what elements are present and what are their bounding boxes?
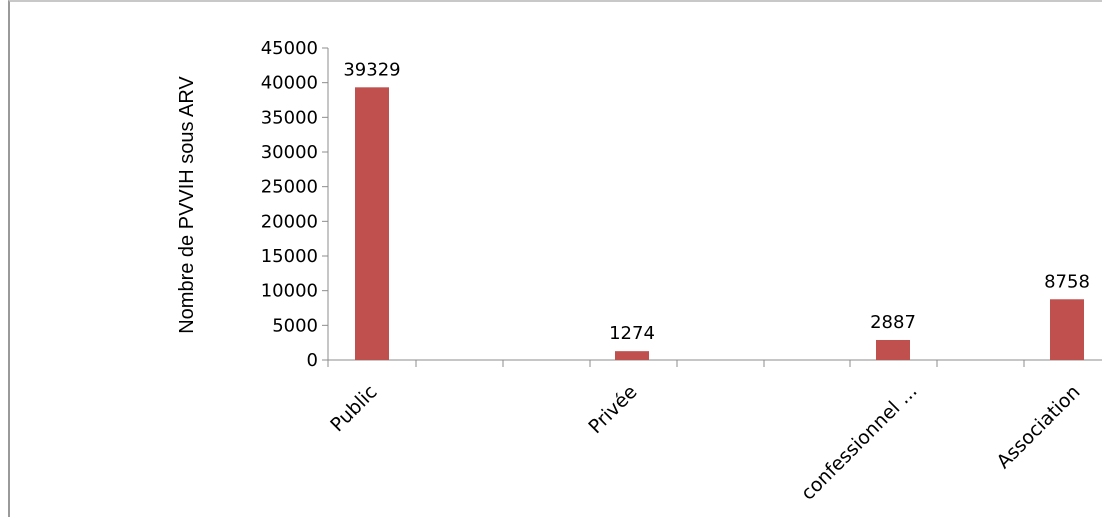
y-tick-label: 40000 (261, 73, 318, 94)
bar (615, 351, 649, 360)
y-tick-label: 30000 (261, 142, 318, 163)
category-label: Privée (584, 381, 641, 438)
y-axis-label: Nombre de PVVIH sous ARV (176, 76, 198, 334)
y-tick-label: 15000 (261, 246, 318, 267)
y-tick-label: 25000 (261, 177, 318, 198)
data-label: 39329 (343, 59, 400, 80)
y-tick-label: 0 (307, 350, 318, 371)
data-label: 2887 (870, 312, 916, 333)
data-label: 8758 (1044, 271, 1090, 292)
category-label: Association (992, 381, 1084, 473)
y-tick-label: 20000 (261, 211, 318, 232)
bar (876, 339, 910, 360)
bar (355, 87, 389, 360)
y-tick-label: 45000 (261, 38, 318, 59)
y-tick-label: 5000 (272, 315, 318, 336)
y-tick-label: 35000 (261, 107, 318, 128)
category-label: confessionnel ... (797, 380, 922, 505)
chart-frame (8, 0, 1102, 517)
bar (1050, 299, 1084, 360)
data-label: 1274 (609, 323, 655, 344)
category-label: Public (326, 381, 381, 436)
y-tick-label: 10000 (261, 281, 318, 302)
